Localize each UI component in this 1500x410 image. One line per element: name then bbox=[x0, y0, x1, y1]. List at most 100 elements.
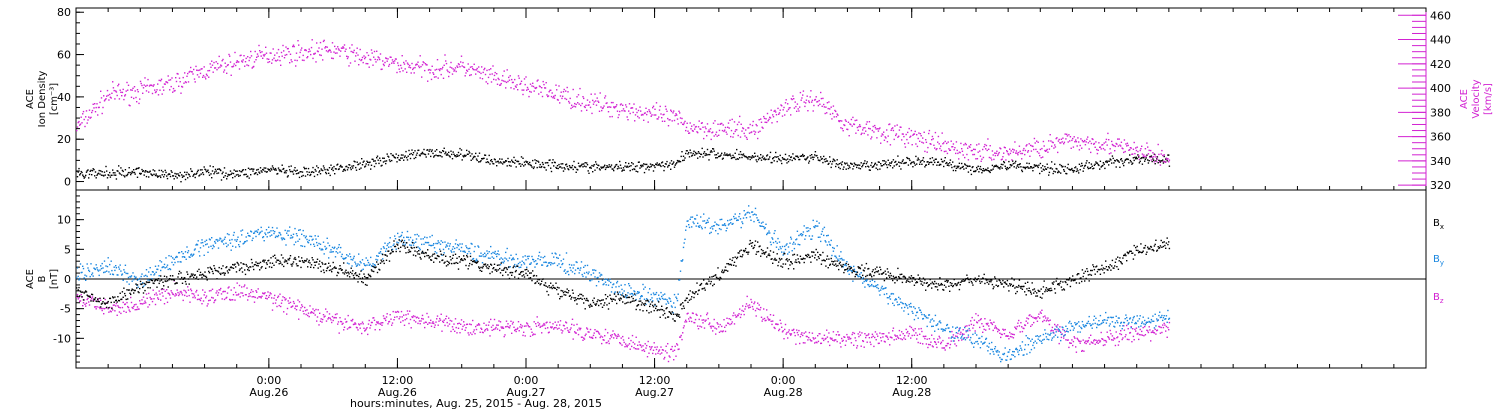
velocity-point bbox=[358, 58, 361, 61]
bz-point bbox=[858, 335, 860, 338]
density-point bbox=[599, 169, 601, 171]
by-point bbox=[79, 263, 82, 265]
density-point bbox=[1144, 160, 1146, 162]
bz-point bbox=[1168, 329, 1170, 331]
density-point bbox=[77, 171, 79, 173]
bz-point bbox=[301, 305, 304, 308]
bz-point bbox=[131, 306, 133, 309]
density-point bbox=[383, 157, 385, 159]
density-point bbox=[676, 162, 678, 164]
bz-point bbox=[1025, 320, 1027, 322]
velocity-point bbox=[808, 101, 811, 104]
bz-point bbox=[871, 333, 874, 335]
bz-point bbox=[161, 292, 163, 294]
velocity-point bbox=[633, 103, 635, 105]
density-point bbox=[787, 160, 790, 163]
density-point bbox=[769, 151, 772, 154]
velocity-point bbox=[646, 111, 649, 113]
velocity-point bbox=[892, 127, 894, 129]
density-point bbox=[1156, 156, 1159, 158]
bz-point bbox=[177, 291, 179, 294]
density-point bbox=[325, 172, 328, 175]
density-point bbox=[661, 161, 664, 163]
density-point bbox=[935, 158, 937, 160]
bz-point bbox=[184, 290, 187, 292]
bz-point bbox=[1120, 333, 1123, 336]
bz-point bbox=[907, 335, 910, 337]
density-point bbox=[679, 161, 681, 163]
by-point bbox=[278, 231, 280, 234]
bz-point bbox=[767, 318, 769, 320]
density-point bbox=[145, 175, 148, 178]
velocity-point bbox=[362, 61, 364, 64]
bz-point bbox=[91, 297, 93, 299]
density-point bbox=[848, 165, 850, 167]
density-point bbox=[840, 162, 842, 164]
bz-point bbox=[1150, 340, 1152, 342]
density-point bbox=[490, 160, 492, 162]
density-point bbox=[100, 174, 103, 176]
bz-point bbox=[631, 334, 634, 337]
by-point bbox=[338, 244, 340, 246]
density-point bbox=[95, 177, 97, 179]
bz-point bbox=[336, 313, 338, 315]
bz-point bbox=[448, 323, 451, 325]
density-point bbox=[851, 163, 853, 165]
density-point bbox=[727, 154, 729, 157]
velocity-point bbox=[181, 86, 184, 88]
velocity-point bbox=[429, 72, 431, 74]
velocity-point bbox=[883, 139, 886, 141]
bz-point bbox=[126, 301, 128, 304]
by-point bbox=[328, 244, 331, 247]
density-point bbox=[487, 161, 490, 164]
velocity-point bbox=[1055, 137, 1057, 140]
velocity-point bbox=[1156, 158, 1159, 160]
velocity-point bbox=[212, 71, 214, 73]
velocity-point bbox=[905, 133, 907, 136]
by-point bbox=[190, 254, 192, 256]
bz-point bbox=[836, 340, 838, 343]
density-point bbox=[439, 151, 441, 153]
bz-point bbox=[1030, 315, 1033, 318]
velocity-point bbox=[80, 116, 82, 118]
velocity-point bbox=[705, 127, 707, 130]
density-point bbox=[247, 175, 249, 177]
velocity-ylabel-line3: [km/s] bbox=[1483, 83, 1494, 115]
bz-point bbox=[274, 294, 276, 297]
density-point bbox=[841, 164, 843, 166]
velocity-point bbox=[145, 85, 147, 87]
bz-point bbox=[187, 289, 190, 291]
velocity-point bbox=[934, 131, 937, 134]
density-point bbox=[843, 166, 845, 168]
velocity-point bbox=[782, 109, 784, 111]
velocity-point bbox=[382, 60, 384, 62]
density-point bbox=[376, 155, 379, 157]
by-point bbox=[200, 242, 202, 244]
velocity-point bbox=[993, 158, 995, 161]
density-point bbox=[432, 152, 434, 155]
density-point bbox=[281, 164, 283, 166]
density-point bbox=[1041, 170, 1043, 172]
bz-point bbox=[158, 290, 160, 292]
density-point bbox=[965, 167, 967, 169]
bz-point bbox=[218, 289, 220, 291]
bz-point bbox=[200, 297, 202, 299]
velocity-point bbox=[678, 110, 680, 112]
bz-point bbox=[589, 328, 592, 331]
density-point bbox=[217, 172, 220, 174]
velocity-point bbox=[466, 69, 468, 71]
by-point bbox=[330, 249, 332, 251]
density-point bbox=[1082, 170, 1084, 172]
by-point bbox=[109, 273, 112, 275]
density-point bbox=[124, 176, 126, 178]
velocity-point bbox=[944, 140, 946, 143]
by-point bbox=[399, 240, 401, 242]
bz-point bbox=[875, 339, 877, 341]
velocity-point bbox=[266, 58, 268, 60]
velocity-point bbox=[622, 104, 624, 106]
density-point bbox=[170, 170, 172, 172]
bz-point bbox=[769, 318, 771, 321]
velocity-point bbox=[217, 67, 220, 69]
density-point bbox=[289, 169, 291, 171]
by-point bbox=[442, 241, 444, 244]
